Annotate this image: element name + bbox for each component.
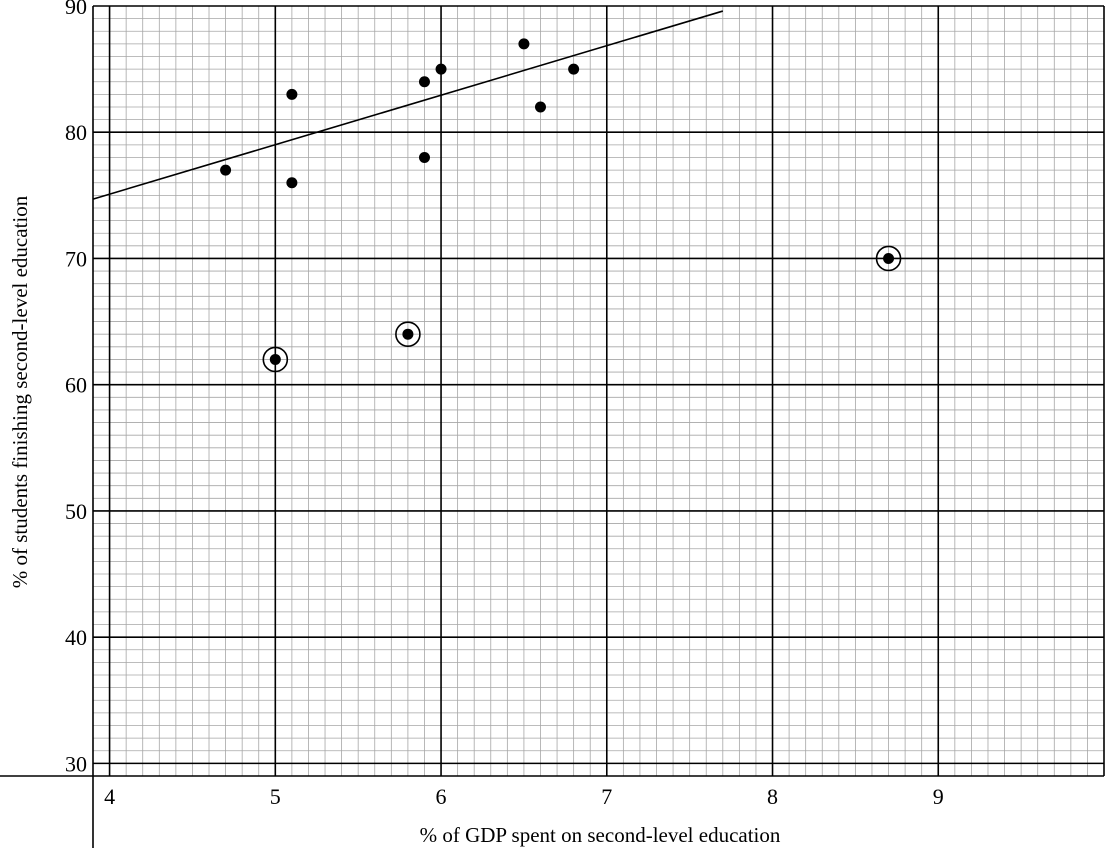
data-point xyxy=(418,151,430,163)
y-tick-label: 40 xyxy=(65,625,87,650)
data-point xyxy=(883,252,895,264)
data-point xyxy=(418,76,430,88)
tick-labels: 4 5 6 7 8 9 30 40 50 60 70 80 90 xyxy=(65,0,944,809)
y-tick-label: 90 xyxy=(65,0,87,19)
data-point xyxy=(534,101,546,113)
x-tick-label: 8 xyxy=(767,784,778,809)
data-point xyxy=(568,63,580,75)
x-tick-label: 7 xyxy=(601,784,612,809)
outlier-ring xyxy=(875,245,902,272)
x-tick-label: 5 xyxy=(270,784,281,809)
trend-line xyxy=(92,10,724,200)
y-tick-label: 30 xyxy=(65,751,87,776)
outlier-ring xyxy=(395,321,421,347)
x-axis-label: % of GDP spent on second-level education xyxy=(420,823,781,847)
data-points xyxy=(220,38,902,373)
y-axis-label: % of students finishing second-level edu… xyxy=(8,195,32,588)
data-point xyxy=(435,63,447,75)
data-point xyxy=(220,164,232,176)
x-tick-label: 9 xyxy=(933,784,944,809)
data-point xyxy=(402,328,414,340)
axes xyxy=(0,6,1104,848)
y-tick-label: 70 xyxy=(65,246,87,271)
data-point xyxy=(518,38,530,50)
x-tick-label: 6 xyxy=(436,784,447,809)
y-tick-label: 50 xyxy=(65,499,87,524)
data-point xyxy=(286,177,298,189)
outlier-ring xyxy=(262,346,289,373)
y-tick-label: 80 xyxy=(65,120,87,145)
major-grid xyxy=(93,5,1105,776)
minor-grid xyxy=(92,5,1105,777)
data-point xyxy=(269,353,281,365)
data-point xyxy=(286,88,298,100)
trend-line-group xyxy=(92,10,724,200)
x-tick-label: 4 xyxy=(104,784,115,809)
y-tick-label: 60 xyxy=(65,373,87,398)
